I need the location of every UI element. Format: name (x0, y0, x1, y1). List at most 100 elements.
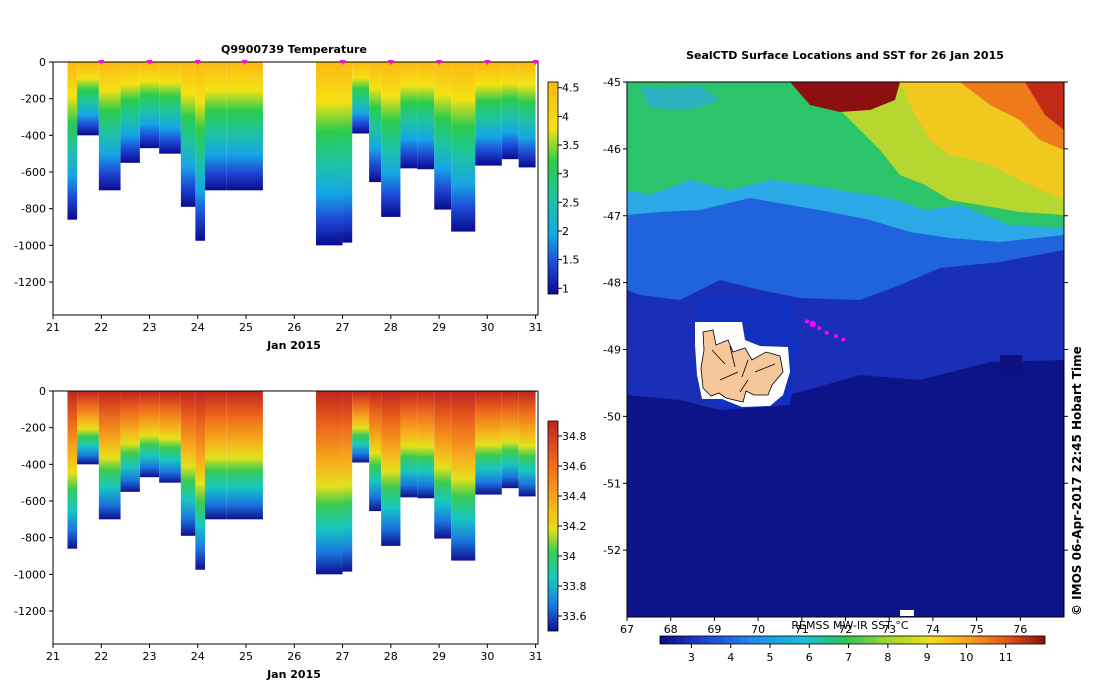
temperature-x-tick-label: 29 (432, 321, 446, 334)
salinity-profile-column (434, 391, 452, 539)
seal-location-point (817, 326, 822, 331)
salinity-colorbar-tick-label: 33.8 (562, 580, 587, 593)
salinity-profile-column (352, 391, 370, 463)
map-y-tick-label: -52 (603, 544, 621, 557)
salinity-y-tick-label: -800 (21, 532, 46, 545)
salinity-profile-columns (67, 391, 536, 575)
salinity-profile-column (417, 391, 435, 499)
salinity-profile-column (77, 391, 99, 465)
map-x-tick-label: 73 (882, 623, 896, 636)
temperature-profile-column (434, 62, 452, 210)
sst-colorbar-tick-label: 11 (999, 651, 1013, 664)
surface-marker (387, 60, 394, 65)
small-white-patch (900, 610, 914, 616)
seal-location-point (809, 320, 816, 328)
temperature-profile-column (381, 62, 401, 217)
salinity-colorbar-tick-label: 34.8 (562, 430, 587, 443)
temperature-profile-column (77, 62, 99, 136)
salinity-profile-column (400, 391, 418, 498)
surface-marker (436, 60, 443, 65)
salinity-section-panel: 21 22 23 24 25 26 27 28 29 30 31 0 -200 -400 -600 -800… (14, 385, 586, 681)
temperature-x-tick-label: 25 (239, 321, 253, 334)
salinity-x-tick-label: 23 (143, 650, 157, 663)
map-y-tick-label: -47 (603, 210, 621, 223)
temperature-profile-column (501, 62, 519, 160)
temperature-profile-column (120, 62, 140, 163)
temperature-x-tick-label: 31 (529, 321, 543, 334)
sst-colorbar-ticks: 3 4 5 6 7 8 9 10 11 (688, 644, 1013, 664)
salinity-profile-column (518, 391, 536, 497)
kerguelen-island (695, 322, 914, 616)
map-x-tick-label: 75 (970, 623, 984, 636)
seal-location-point (824, 330, 829, 335)
surface-markers (98, 60, 539, 65)
salinity-profile-column (98, 391, 121, 520)
salinity-x-tick-label: 25 (239, 650, 253, 663)
temperature-y-tick-label: -200 (21, 93, 46, 106)
seal-location-point (805, 319, 810, 324)
salinity-profile-column (139, 391, 160, 478)
salinity-colorbar (547, 420, 559, 632)
temperature-y-tick-label: -1200 (14, 276, 46, 289)
salinity-colorbar-tick-label: 34.6 (562, 460, 587, 473)
seal-location-point (833, 334, 838, 339)
temperature-x-tick-label: 30 (480, 321, 494, 334)
surface-marker (339, 60, 346, 65)
temperature-profile-columns (67, 62, 536, 246)
temperature-xlabel: Jan 2015 (266, 339, 321, 352)
salinity-colorbar-ticks: 33.6 33.8 34 34.2 34.4 34.6 34.8 (558, 430, 587, 623)
map-y-tick-label: -51 (603, 477, 621, 490)
salinity-profile-column (369, 391, 382, 512)
salinity-y-tick-label: -1000 (14, 568, 46, 581)
salinity-profile-column (342, 391, 353, 572)
salinity-colorbar-tick-label: 34.4 (562, 490, 587, 503)
temperature-title: Q9900739 Temperature (221, 43, 367, 56)
surface-marker (98, 60, 105, 65)
temperature-x-tick-label: 22 (94, 321, 108, 334)
temperature-y-tick-label: -1000 (14, 239, 46, 252)
surface-marker (194, 60, 201, 65)
temperature-profile-column (417, 62, 435, 170)
salinity-profile-column (180, 391, 196, 536)
salinity-x-tick-label: 22 (94, 650, 108, 663)
temperature-profile-column (518, 62, 536, 168)
salinity-axes-frame (52, 390, 539, 645)
sst-colorbar-tick-label: 7 (845, 651, 852, 664)
temperature-colorbar-tick-label: 4.5 (562, 82, 580, 95)
salinity-profile-column (195, 391, 206, 570)
surface-marker (484, 60, 491, 65)
sst-colorbar-tick-label: 6 (806, 651, 813, 664)
temperature-colorbar-ticks: 1 1.5 2 2.5 3 3.5 4 4.5 (558, 82, 580, 295)
salinity-colorbar-tick-label: 34.2 (562, 520, 587, 533)
temperature-colorbar-tick-label: 3 (562, 168, 569, 181)
salinity-xlabel: Jan 2015 (266, 668, 321, 681)
map-y-tick-label: -45 (603, 76, 621, 89)
temperature-profile-column (205, 62, 227, 191)
temperature-colorbar-tick-label: 1 (562, 282, 569, 295)
map-x-tick-label: 71 (795, 623, 809, 636)
sst-colorbar-tick-label: 5 (767, 651, 774, 664)
salinity-profile-column (120, 391, 140, 492)
temperature-x-ticks: 21 22 23 24 25 26 27 28 29 30 31 (46, 315, 543, 334)
salinity-colorbar-tick-label: 33.6 (562, 610, 587, 623)
salinity-y-tick-label: -1200 (14, 605, 46, 618)
surface-marker (532, 60, 539, 65)
temperature-colorbar-tick-label: 2.5 (562, 196, 580, 209)
temperature-x-tick-label: 27 (336, 321, 350, 334)
salinity-colorbar-tick-label: 34 (562, 550, 576, 563)
salinity-x-tick-label: 31 (529, 650, 543, 663)
seal-location-point (841, 337, 846, 342)
temperature-profile-column (451, 62, 476, 232)
sst-colorbar-label: REMSS MW-IR SST °C (791, 619, 909, 632)
map-x-tick-label: 76 (1013, 623, 1027, 636)
map-y-tick-label: -46 (603, 143, 621, 156)
salinity-x-tick-label: 26 (287, 650, 301, 663)
temperature-profile-column (67, 62, 78, 220)
salinity-x-tick-label: 30 (480, 650, 494, 663)
sst-map-panel: SealCTD Surface Locations and SST for 26… (603, 49, 1084, 664)
temperature-colorbar-tick-label: 1.5 (562, 254, 580, 267)
temperature-x-tick-label: 28 (384, 321, 398, 334)
salinity-y-tick-label: -600 (21, 495, 46, 508)
temperature-profile-column (195, 62, 206, 241)
